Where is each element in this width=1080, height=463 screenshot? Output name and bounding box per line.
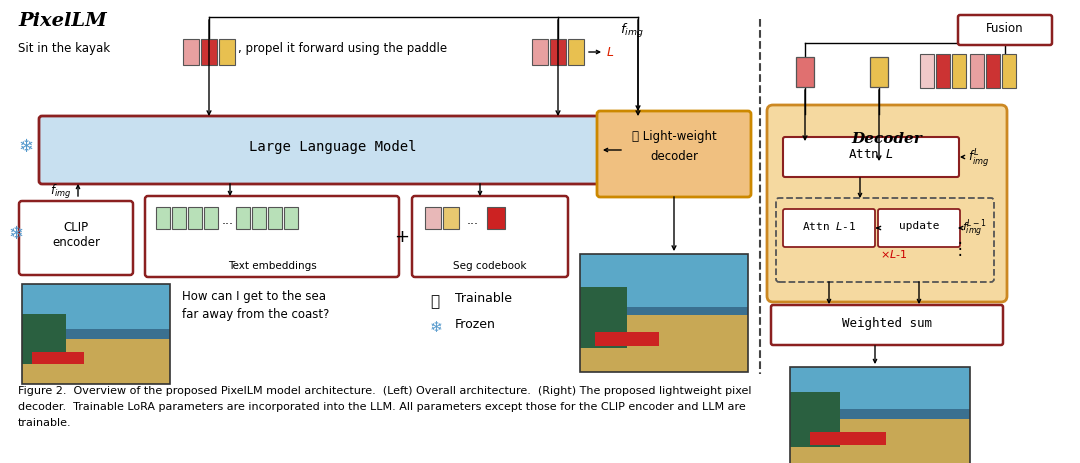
- FancyBboxPatch shape: [145, 197, 399, 277]
- Bar: [796, 58, 814, 88]
- Bar: [252, 207, 266, 230]
- FancyBboxPatch shape: [597, 112, 751, 198]
- Bar: [580, 316, 748, 372]
- Text: Attn $L$-1: Attn $L$-1: [801, 219, 856, 232]
- Bar: [789, 367, 970, 409]
- Text: decoder.  Trainable LoRA parameters are incorporated into the LLM. All parameter: decoder. Trainable LoRA parameters are i…: [18, 401, 746, 411]
- Bar: [580, 255, 748, 372]
- Bar: [789, 367, 970, 463]
- Text: How can I get to the sea: How can I get to the sea: [183, 289, 326, 302]
- Bar: [22, 284, 170, 384]
- Text: $\times L$-1: $\times L$-1: [880, 247, 907, 259]
- Bar: [188, 207, 202, 230]
- Bar: [426, 207, 441, 230]
- Bar: [920, 55, 934, 89]
- FancyBboxPatch shape: [771, 305, 1003, 345]
- Text: $L$: $L$: [606, 46, 615, 59]
- Text: Attn $L$: Attn $L$: [848, 148, 894, 161]
- Text: $f_{img}$: $f_{img}$: [50, 182, 71, 200]
- Bar: [237, 207, 249, 230]
- Bar: [32, 352, 84, 364]
- FancyBboxPatch shape: [767, 106, 1007, 302]
- Text: $f^{L-1}_{img}$: $f^{L-1}_{img}$: [962, 218, 987, 240]
- Text: +: +: [394, 227, 409, 245]
- FancyBboxPatch shape: [783, 210, 875, 247]
- Text: trainable.: trainable.: [18, 417, 71, 427]
- Text: 🔥: 🔥: [430, 294, 440, 308]
- Bar: [268, 207, 282, 230]
- FancyBboxPatch shape: [958, 16, 1052, 46]
- Bar: [580, 288, 627, 349]
- Bar: [22, 339, 170, 384]
- FancyBboxPatch shape: [19, 201, 133, 275]
- Text: , propel it forward using the paddle: , propel it forward using the paddle: [238, 42, 447, 55]
- Text: Seg codebook: Seg codebook: [454, 260, 527, 270]
- Bar: [951, 55, 966, 89]
- Text: ...: ...: [222, 213, 234, 226]
- Bar: [22, 314, 66, 364]
- FancyBboxPatch shape: [39, 117, 627, 185]
- Bar: [22, 284, 170, 329]
- Text: $f^{L}_{img}$: $f^{L}_{img}$: [968, 148, 989, 170]
- Text: $f_{img}$: $f_{img}$: [620, 22, 644, 40]
- Text: decoder: decoder: [650, 150, 698, 163]
- Text: update: update: [899, 220, 940, 231]
- Bar: [789, 392, 840, 447]
- Bar: [22, 284, 170, 384]
- Bar: [443, 207, 459, 230]
- Text: ❄: ❄: [430, 319, 443, 334]
- Bar: [580, 255, 748, 372]
- Bar: [219, 40, 235, 66]
- Bar: [870, 58, 888, 88]
- Bar: [936, 55, 950, 89]
- Bar: [183, 40, 199, 66]
- Text: PixelLM: PixelLM: [18, 12, 107, 30]
- Bar: [595, 332, 659, 346]
- FancyBboxPatch shape: [878, 210, 960, 247]
- Text: ...: ...: [467, 213, 480, 226]
- Text: Large Language Model: Large Language Model: [249, 140, 417, 154]
- Bar: [789, 419, 970, 463]
- Bar: [789, 367, 970, 463]
- Bar: [986, 55, 1000, 89]
- Bar: [156, 207, 170, 230]
- Text: Weighted sum: Weighted sum: [842, 316, 932, 329]
- Text: CLIP
encoder: CLIP encoder: [52, 220, 100, 249]
- Bar: [201, 40, 217, 66]
- FancyBboxPatch shape: [411, 197, 568, 277]
- Text: Decoder: Decoder: [852, 131, 922, 146]
- Bar: [204, 207, 218, 230]
- Bar: [172, 207, 186, 230]
- Bar: [580, 255, 748, 307]
- Text: ❄: ❄: [8, 225, 23, 243]
- Bar: [970, 55, 984, 89]
- Text: 🔥 Light-weight: 🔥 Light-weight: [632, 130, 716, 143]
- FancyBboxPatch shape: [783, 138, 959, 178]
- Text: far away from the coast?: far away from the coast?: [183, 307, 329, 320]
- Bar: [532, 40, 548, 66]
- Bar: [487, 207, 505, 230]
- Text: Trainable: Trainable: [455, 291, 512, 304]
- Bar: [810, 432, 886, 445]
- Bar: [550, 40, 566, 66]
- Text: Figure 2.  Overview of the proposed PixelLM model architecture.  (Left) Overall : Figure 2. Overview of the proposed Pixel…: [18, 385, 752, 395]
- Text: Text embeddings: Text embeddings: [228, 260, 316, 270]
- Bar: [284, 207, 298, 230]
- Text: Sit in the kayak: Sit in the kayak: [18, 42, 110, 55]
- Text: Frozen: Frozen: [455, 317, 496, 330]
- Bar: [568, 40, 584, 66]
- Text: ⋮: ⋮: [951, 239, 969, 257]
- Text: Fusion: Fusion: [986, 21, 1024, 34]
- Text: ❄: ❄: [18, 138, 33, 156]
- Bar: [1002, 55, 1016, 89]
